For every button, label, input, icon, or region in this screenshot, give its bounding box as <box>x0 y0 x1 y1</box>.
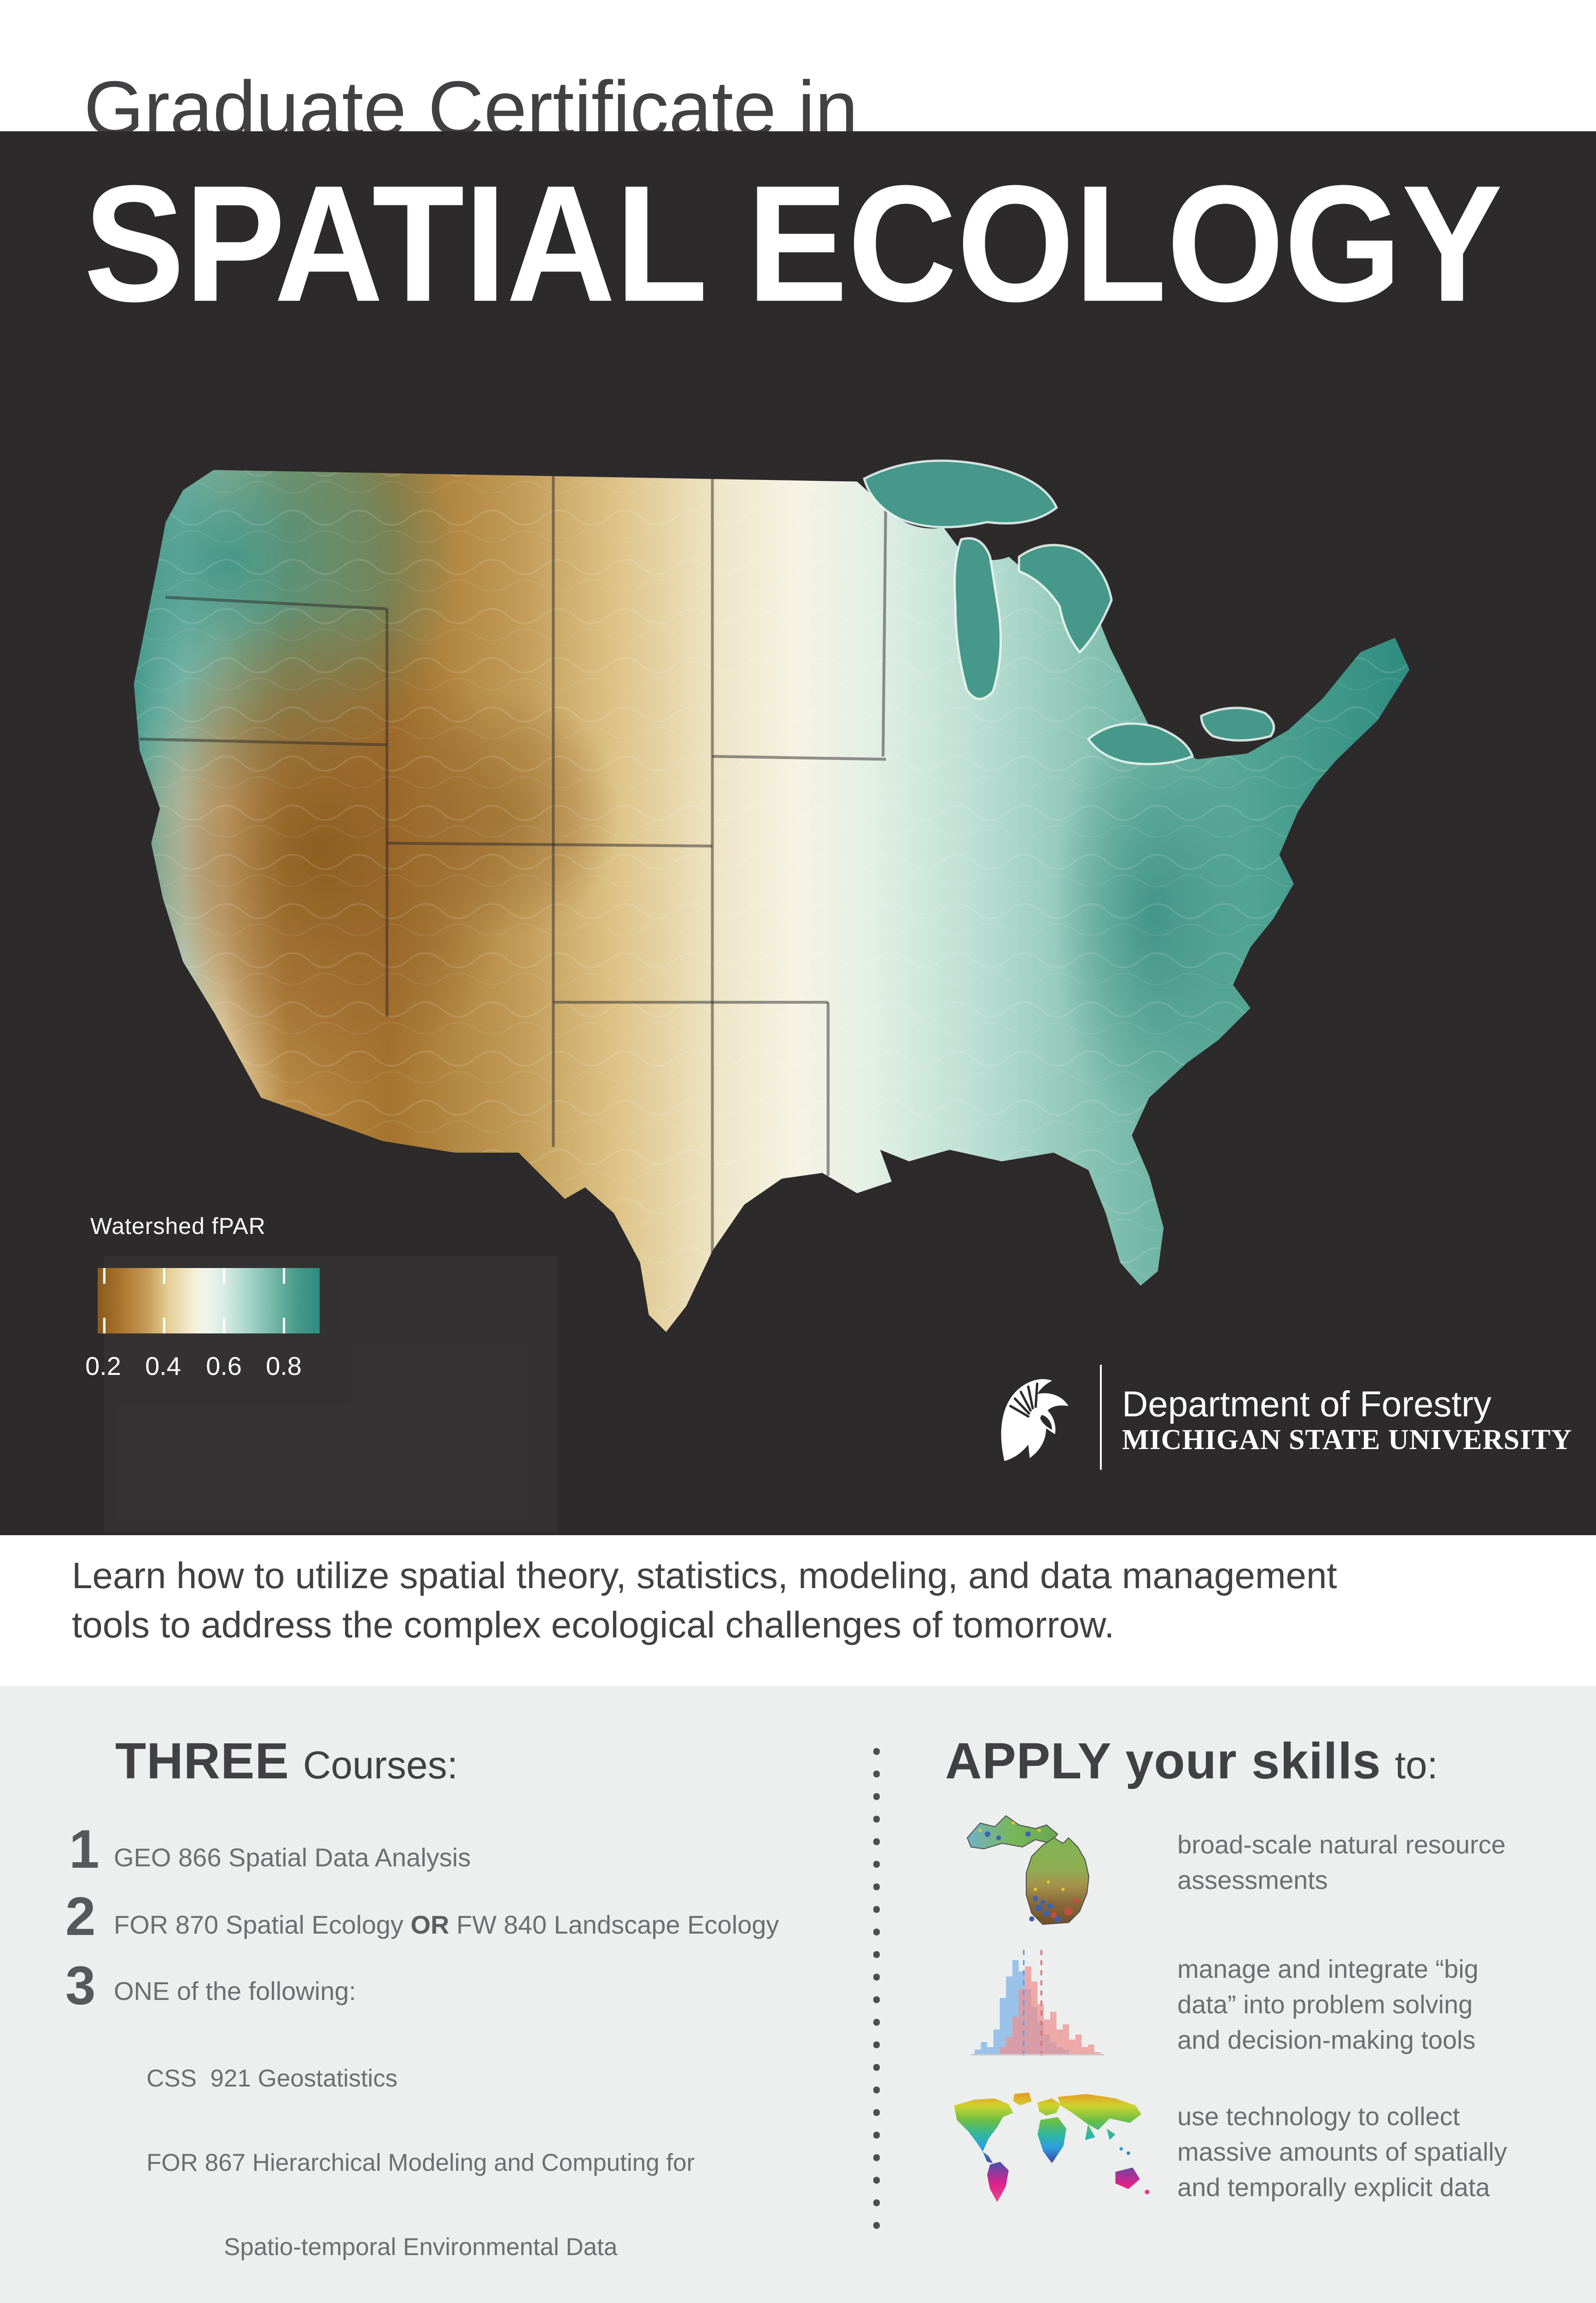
course-item-2-pre: FOR 870 Spatial Ecology <box>114 1910 411 1939</box>
course-item-2: FOR 870 Spatial Ecology OR FW 840 Landsc… <box>114 1910 779 1940</box>
intro-paragraph: Learn how to utilize spatial theory, sta… <box>72 1551 1337 1649</box>
university-name: MICHIGAN STATE UNIVERSITY <box>1122 1424 1572 1455</box>
department-name: Department of Forestry <box>1122 1384 1491 1424</box>
apply-text-line: assessments <box>1177 1865 1328 1894</box>
msu-spartan-helmet-icon <box>1001 1379 1069 1461</box>
courses-heading-rest: Courses: <box>303 1743 458 1787</box>
legend-tick-label: 0.8 <box>266 1351 302 1380</box>
apply-text-line: data” into problem solving <box>1177 1990 1473 2019</box>
dotted-divider <box>873 1740 880 2233</box>
apply-text-line: broad-scale natural resource <box>1177 1830 1506 1859</box>
page-title: SPATIAL ECOLOGY <box>84 172 1502 328</box>
legend-gradient-bar <box>98 1268 320 1333</box>
elective-course: FOR 867 Hierarchical Modeling and Comput… <box>146 2149 695 2176</box>
world-climate-map-icon <box>954 2093 1150 2202</box>
apply-text-line: and decision-making tools <box>1177 2025 1476 2054</box>
apply-text-line: manage and integrate “big <box>1177 1954 1479 1983</box>
apply-text-line: use technology to collect <box>1177 2102 1460 2131</box>
apply-text-line: massive amounts of spatially <box>1177 2137 1507 2166</box>
elective-course: CSS 921 Geostatistics <box>146 2065 398 2092</box>
page-title-text: SPATIAL ECOLOGY <box>84 172 1502 328</box>
legend-tick-label: 0.4 <box>145 1351 181 1380</box>
legend-title: Watershed fPAR <box>90 1213 266 1239</box>
us-watershed-fpar-map <box>134 459 1410 1332</box>
elective-course-wrap: Spatio-temporal Environmental Data <box>224 2233 618 2261</box>
state-borders <box>140 476 888 1263</box>
apply-heading-rest: to: <box>1395 1743 1438 1787</box>
apply-text-line: and temporally explicit data <box>1177 2173 1490 2202</box>
legend-tick-label: 0.6 <box>206 1351 242 1380</box>
course-item-3: ONE of the following: <box>114 1976 357 2005</box>
intro-line: Learn how to utilize spatial theory, sta… <box>72 1555 1337 1596</box>
apply-item-text: broad-scale natural resource assessments <box>1177 1827 1506 1898</box>
legend-tick-label: 0.2 <box>85 1351 121 1380</box>
intro-section: Learn how to utilize spatial theory, sta… <box>0 1535 1596 1686</box>
apply-heading: APPLY your skills to: <box>945 1732 1438 1790</box>
great-lakes <box>863 459 1275 766</box>
elective-course-list: CSS 921 Geostatistics FOR 867 Hierarchic… <box>146 2008 753 2303</box>
course-item-1: GEO 866 Spatial Data Analysis <box>114 1843 471 1872</box>
course-number-2: 2 <box>65 1886 96 1947</box>
course-item-2-or: OR <box>410 1910 450 1939</box>
dark-panel: SPATIAL ECOLOGY <box>0 131 1596 1535</box>
courses-heading: THREE Courses: <box>115 1732 458 1790</box>
logo-divider <box>1100 1365 1102 1470</box>
details-section: THREE Courses: 1 GEO 866 Spatial Data An… <box>0 1686 1596 2303</box>
course-number-1: 1 <box>69 1819 99 1880</box>
header-strip: Graduate Certificate in <box>0 0 1596 147</box>
apply-item-text: manage and integrate “big data” into pro… <box>1177 1951 1479 2058</box>
intro-line: tools to address the complex ecological … <box>72 1604 1115 1645</box>
apply-heading-bold: APPLY your skills <box>945 1733 1381 1789</box>
apply-item-text: use technology to collect massive amount… <box>1177 2098 1507 2205</box>
courses-heading-bold: THREE <box>115 1733 289 1789</box>
course-number-3: 3 <box>65 1955 96 2016</box>
histogram-comparison-icon <box>970 1950 1105 2056</box>
michigan-map-icon <box>966 1815 1090 1925</box>
course-item-2-post: FW 840 Landscape Ecology <box>449 1910 779 1939</box>
